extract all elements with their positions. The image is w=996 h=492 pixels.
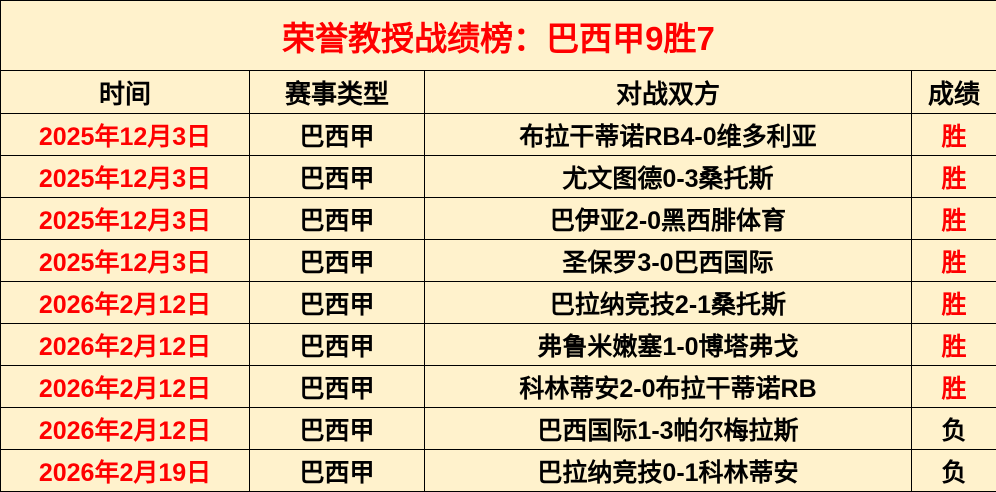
- match-cell: 巴拉纳竞技0-1科林蒂安: [425, 450, 912, 492]
- date-cell: 2026年2月12日: [1, 282, 250, 324]
- result-cell: 胜: [912, 198, 996, 240]
- header-date: 时间: [1, 71, 250, 114]
- match-cell: 巴西国际1-3帕尔梅拉斯: [425, 408, 912, 450]
- table-row: 2025年12月3日巴西甲圣保罗3-0巴西国际胜: [1, 240, 996, 282]
- league-cell: 巴西甲: [250, 450, 425, 492]
- result-cell: 胜: [912, 324, 996, 366]
- date-cell: 2025年12月3日: [1, 240, 250, 282]
- table-row: 2025年12月3日巴西甲巴伊亚2-0黑西腓体育胜: [1, 198, 996, 240]
- result-cell: 胜: [912, 282, 996, 324]
- date-cell: 2026年2月12日: [1, 408, 250, 450]
- match-cell: 布拉干蒂诺RB4-0维多利亚: [425, 114, 912, 156]
- league-cell: 巴西甲: [250, 156, 425, 198]
- result-cell: 负: [912, 450, 996, 492]
- table-row: 2025年12月3日巴西甲布拉干蒂诺RB4-0维多利亚胜: [1, 114, 996, 156]
- league-cell: 巴西甲: [250, 408, 425, 450]
- result-cell: 胜: [912, 114, 996, 156]
- match-cell: 巴伊亚2-0黑西腓体育: [425, 198, 912, 240]
- date-cell: 2026年2月12日: [1, 324, 250, 366]
- table-row: 2026年2月12日巴西甲巴拉纳竞技2-1桑托斯胜: [1, 282, 996, 324]
- date-cell: 2025年12月3日: [1, 114, 250, 156]
- table-row: 2026年2月12日巴西甲弗鲁米嫩塞1-0博塔弗戈胜: [1, 324, 996, 366]
- result-cell: 胜: [912, 366, 996, 408]
- match-cell: 圣保罗3-0巴西国际: [425, 240, 912, 282]
- match-cell: 弗鲁米嫩塞1-0博塔弗戈: [425, 324, 912, 366]
- match-cell: 巴拉纳竞技2-1桑托斯: [425, 282, 912, 324]
- result-cell: 负: [912, 408, 996, 450]
- league-cell: 巴西甲: [250, 324, 425, 366]
- league-cell: 巴西甲: [250, 282, 425, 324]
- table-row: 2026年2月12日巴西甲巴西国际1-3帕尔梅拉斯负: [1, 408, 996, 450]
- result-cell: 胜: [912, 240, 996, 282]
- result-cell: 胜: [912, 156, 996, 198]
- league-cell: 巴西甲: [250, 198, 425, 240]
- league-cell: 巴西甲: [250, 240, 425, 282]
- league-cell: 巴西甲: [250, 114, 425, 156]
- date-cell: 2025年12月3日: [1, 198, 250, 240]
- header-league: 赛事类型: [250, 71, 425, 114]
- page-title: 荣誉教授战绩榜：巴西甲9胜7: [1, 1, 996, 71]
- table-row: 2026年2月19日巴西甲巴拉纳竞技0-1科林蒂安负: [1, 450, 996, 492]
- date-cell: 2026年2月19日: [1, 450, 250, 492]
- match-cell: 尤文图德0-3桑托斯: [425, 156, 912, 198]
- title-row: 荣誉教授战绩榜：巴西甲9胜7: [1, 1, 996, 71]
- league-cell: 巴西甲: [250, 366, 425, 408]
- header-row: 时间 赛事类型 对战双方 成绩: [1, 71, 996, 114]
- date-cell: 2026年2月12日: [1, 366, 250, 408]
- header-result: 成绩: [912, 71, 996, 114]
- date-cell: 2025年12月3日: [1, 156, 250, 198]
- header-match: 对战双方: [425, 71, 912, 114]
- table-row: 2025年12月3日巴西甲尤文图德0-3桑托斯胜: [1, 156, 996, 198]
- match-cell: 科林蒂安2-0布拉干蒂诺RB: [425, 366, 912, 408]
